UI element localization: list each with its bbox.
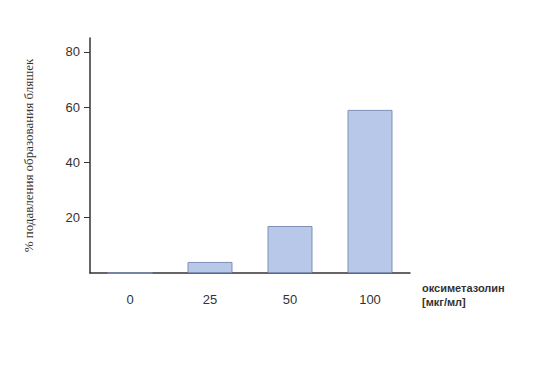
svg-text:100: 100: [359, 292, 381, 307]
svg-text:оксиметазолин: оксиметазолин: [422, 282, 505, 294]
svg-text:40: 40: [66, 155, 80, 170]
svg-text:60: 60: [66, 100, 80, 115]
svg-text:% подавления образования бляше: % подавления образования бляшек: [21, 58, 36, 252]
svg-text:50: 50: [283, 292, 297, 307]
svg-text:0: 0: [126, 292, 133, 307]
svg-text:25: 25: [203, 292, 217, 307]
svg-text:20: 20: [66, 210, 80, 225]
svg-text:[мкг/мл]: [мкг/мл]: [422, 296, 466, 308]
svg-text:80: 80: [66, 44, 80, 59]
